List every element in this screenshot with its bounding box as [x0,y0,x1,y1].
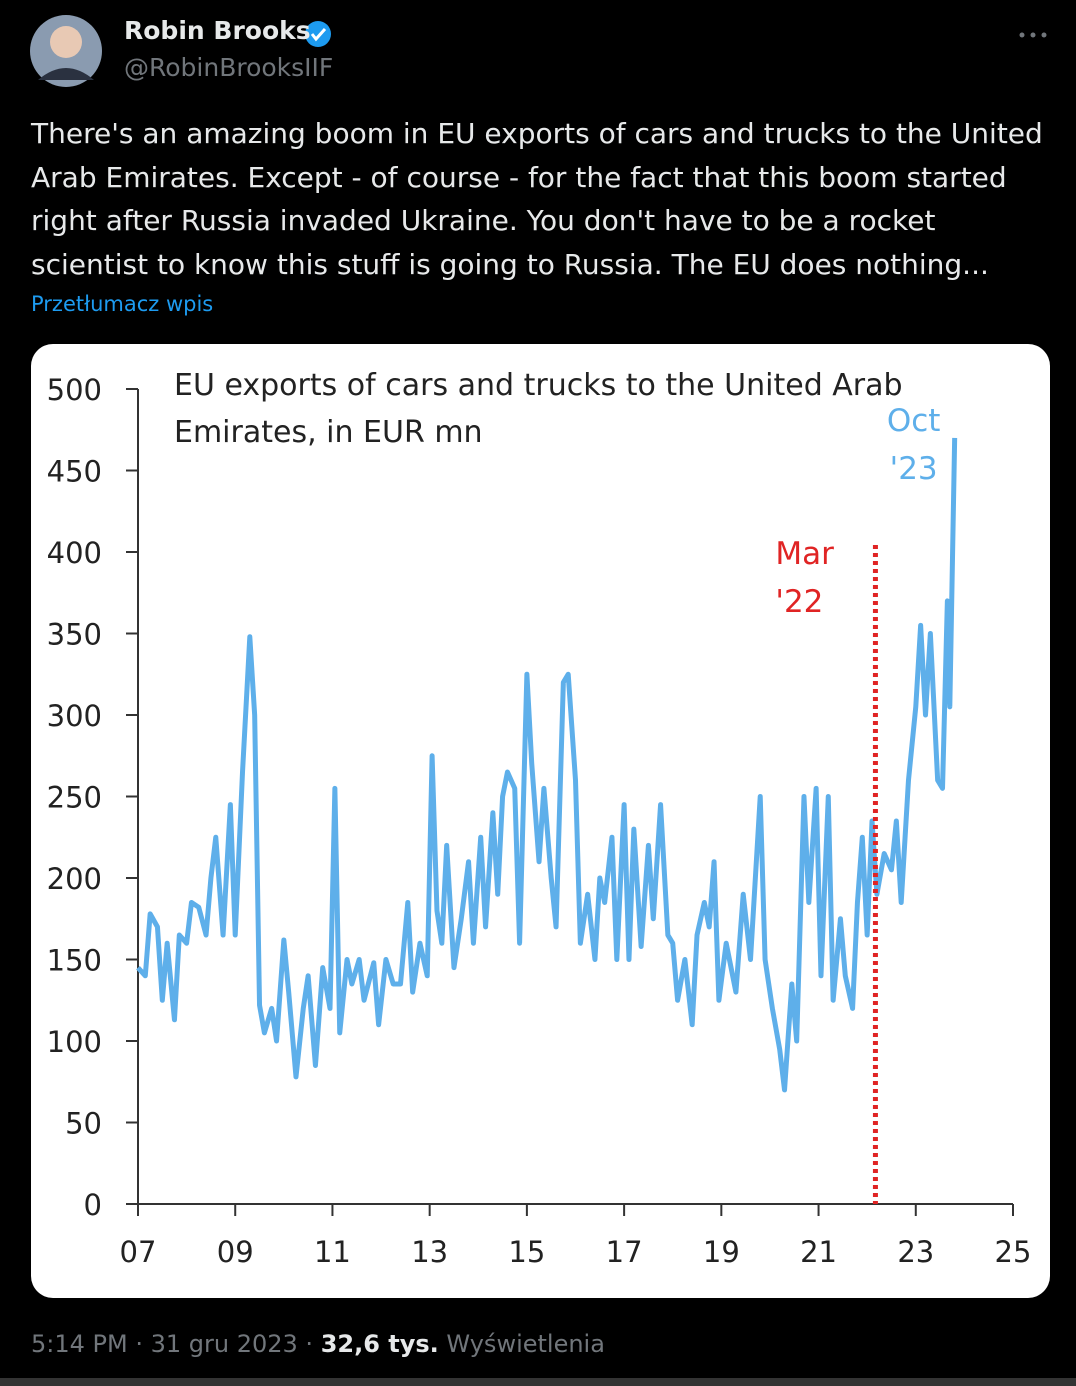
plot: 0 50 100 150 200 250 300 350 400 450 500 07 09 11 13 15… [47,373,1032,1269]
timestamp[interactable]: 5:14 PM · 31 gru 2023 · [31,1330,314,1358]
verified-badge [305,21,331,47]
y-tick-label: 350 [47,618,102,652]
x-tick-label: 17 [606,1235,643,1269]
more-menu[interactable] [1019,32,1047,38]
y-tick-label: 200 [47,862,102,896]
views-count: 32,6 tys. [320,1330,439,1358]
y-tick-label: 150 [47,944,102,978]
footer: 5:14 PM · 31 gru 2023 · 32,6 tys. Wyświe… [31,1330,605,1358]
avatar-suit [38,68,94,80]
x-tick-label: 25 [995,1235,1032,1269]
bottom-divider [0,1378,1076,1386]
x-tick-label: 09 [217,1235,254,1269]
x-tick-label: 13 [411,1235,448,1269]
chart-title: EU exports of cars and trucks to the Uni… [174,368,903,450]
x-tick-label: 11 [314,1235,351,1269]
y-tick-label: 250 [47,781,102,815]
author-handle[interactable]: @RobinBrooksIIF [124,53,334,82]
translate-link[interactable]: Przetłumacz wpis [31,292,214,316]
y-tick-label: 400 [47,536,102,570]
x-tick-label: 19 [703,1235,740,1269]
y-tick-label: 50 [65,1107,102,1141]
y-tick-label: 300 [47,699,102,733]
y-tick-label: 100 [47,1025,102,1059]
author-name[interactable]: Robin Brooks [124,16,311,45]
avatar-face [50,26,82,58]
y-tick-label: 450 [47,455,102,489]
views-label: Wyświetlenia [446,1330,605,1358]
x-tick-label: 07 [120,1235,157,1269]
annotation: Mar '22 [775,536,834,620]
annotation: Oct '23 [886,403,941,487]
x-tick-label: 21 [800,1235,837,1269]
data-line [136,437,958,1093]
x-tick-label: 15 [508,1235,545,1269]
y-tick-label: 500 [47,373,102,407]
x-tick-label: 23 [897,1235,934,1269]
tweet-text: There's an amazing boom in EU exports of… [31,117,1043,281]
y-tick-label: 0 [84,1188,102,1222]
